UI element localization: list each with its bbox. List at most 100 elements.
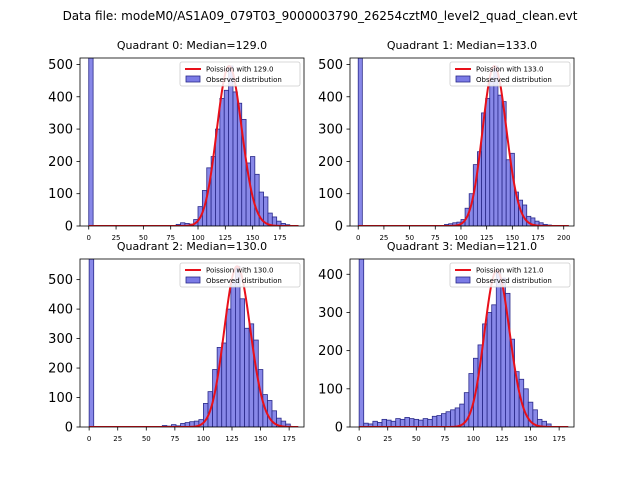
y-tick-label: 0	[335, 220, 343, 235]
histogram-bar	[486, 312, 493, 427]
axes-frame	[349, 258, 575, 428]
y-tick-label: 0	[65, 421, 73, 436]
histogram-bar	[422, 418, 429, 427]
histogram-bar	[489, 76, 495, 226]
histogram-bar	[228, 65, 234, 226]
y-tick-label: 500	[318, 58, 343, 73]
histogram-bar	[491, 304, 497, 427]
histogram-bar	[450, 409, 456, 427]
histogram-bar	[497, 94, 503, 226]
histogram-bar	[427, 418, 433, 427]
y-tick-label: 100	[318, 382, 343, 397]
y-tick-label: 300	[48, 123, 73, 138]
y-tick-label: 200	[318, 155, 343, 170]
histogram-bar	[219, 97, 225, 226]
x-tick-label: 100	[454, 234, 467, 242]
histogram-bar	[468, 373, 474, 427]
y-tick-label: 300	[318, 306, 343, 321]
x-tick-label: 75	[166, 234, 175, 242]
histogram-bar	[445, 411, 451, 427]
histogram-bar	[431, 415, 438, 427]
legend-poisson-label: Poission with 129.0	[206, 66, 274, 74]
legend-poisson-label: Poission with 121.0	[476, 267, 544, 275]
x-tick-label: 150	[524, 435, 537, 443]
y-tick-label: 100	[48, 187, 73, 202]
subplot-title: Quadrant 3: Median=121.0	[387, 240, 537, 253]
y-tick-label: 100	[48, 391, 73, 406]
legend-box	[179, 262, 301, 288]
histogram-bar	[263, 196, 269, 226]
histogram-bar	[235, 265, 241, 427]
legend-box	[449, 61, 571, 87]
histogram-bar	[381, 418, 387, 427]
legend-observed-swatch	[455, 75, 471, 83]
poisson-curve	[359, 269, 569, 427]
histogram-bar	[418, 419, 424, 427]
x-tick-label: 150	[506, 234, 519, 242]
histogram-bar	[386, 419, 392, 427]
legend-poisson-label: Poission with 133.0	[476, 66, 544, 74]
histogram-bar	[546, 423, 552, 427]
subplot-quadrant-0: 0 25 50 75 100 125 150 175 0 100 200 300 400 500 Quadr…	[48, 39, 305, 242]
histogram-bar	[223, 89, 230, 226]
plot-area	[358, 259, 569, 427]
x-tick-label: 25	[112, 234, 121, 242]
histogram-bar	[358, 259, 365, 427]
plot-area	[88, 58, 299, 226]
subplot-quadrant-3: 0 25 50 75 100 125 150 175 0 100 200 300 400 Quadrant…	[318, 240, 575, 443]
legend-observed-label: Observed distribution	[476, 277, 552, 285]
histogram-bar	[215, 128, 221, 226]
subplot-title: Quadrant 1: Median=133.0	[387, 39, 537, 52]
y-tick-label: 300	[48, 332, 73, 347]
histogram-bar	[493, 65, 499, 226]
x-tick-label: 75	[440, 435, 449, 443]
histogram-bar	[436, 415, 442, 427]
legend-observed-label: Observed distribution	[206, 277, 282, 285]
subplot-quadrant-2: 0 25 50 75 100 125 150 175 0 100 200 300 400 500 Quadr…	[48, 240, 305, 443]
x-tick-label: 50	[139, 234, 148, 242]
histogram-bar	[230, 279, 236, 427]
histogram-bar	[441, 413, 447, 427]
histogram-bar	[244, 327, 250, 427]
histogram-bar	[225, 308, 232, 427]
legend-box	[449, 262, 571, 288]
x-tick-label: 50	[142, 435, 151, 443]
axes-frame	[349, 57, 575, 227]
legend-observed-swatch	[185, 75, 201, 83]
x-tick-label: 100	[191, 234, 204, 242]
histogram-bar	[254, 173, 260, 226]
x-tick-label: 150	[246, 234, 259, 242]
y-tick-label: 400	[318, 90, 343, 105]
subplot-title: Quadrant 2: Median=130.0	[117, 240, 267, 253]
x-tick-label: 0	[87, 435, 91, 443]
y-tick-label: 300	[318, 123, 343, 138]
y-tick-label: 400	[48, 303, 73, 318]
legend-observed-swatch	[185, 276, 201, 284]
legend-observed-swatch	[455, 276, 471, 284]
histogram-bar	[285, 423, 291, 427]
histogram-bar	[399, 418, 406, 427]
histogram-bar	[221, 342, 227, 427]
histogram-bar	[409, 418, 415, 427]
y-tick-label: 200	[318, 344, 343, 359]
y-tick-label: 200	[48, 362, 73, 377]
x-tick-label: 125	[495, 435, 508, 443]
histogram-bar	[232, 91, 238, 226]
x-tick-label: 0	[87, 234, 91, 242]
histogram-bar	[413, 418, 419, 427]
legend-box	[179, 61, 301, 87]
y-tick-label: 0	[335, 421, 343, 436]
histogram-bar	[404, 417, 410, 427]
y-tick-label: 400	[48, 90, 73, 105]
x-tick-label: 175	[531, 234, 544, 242]
subplot-title: Quadrant 0: Median=129.0	[117, 39, 267, 52]
y-tick-label: 500	[48, 58, 73, 73]
y-tick-label: 0	[65, 220, 73, 235]
x-tick-label: 175	[552, 435, 565, 443]
x-tick-label: 150	[254, 435, 267, 443]
histogram-bar	[239, 298, 245, 427]
x-tick-label: 175	[273, 234, 286, 242]
legend-observed-label: Observed distribution	[476, 76, 552, 84]
x-tick-label: 50	[405, 234, 414, 242]
